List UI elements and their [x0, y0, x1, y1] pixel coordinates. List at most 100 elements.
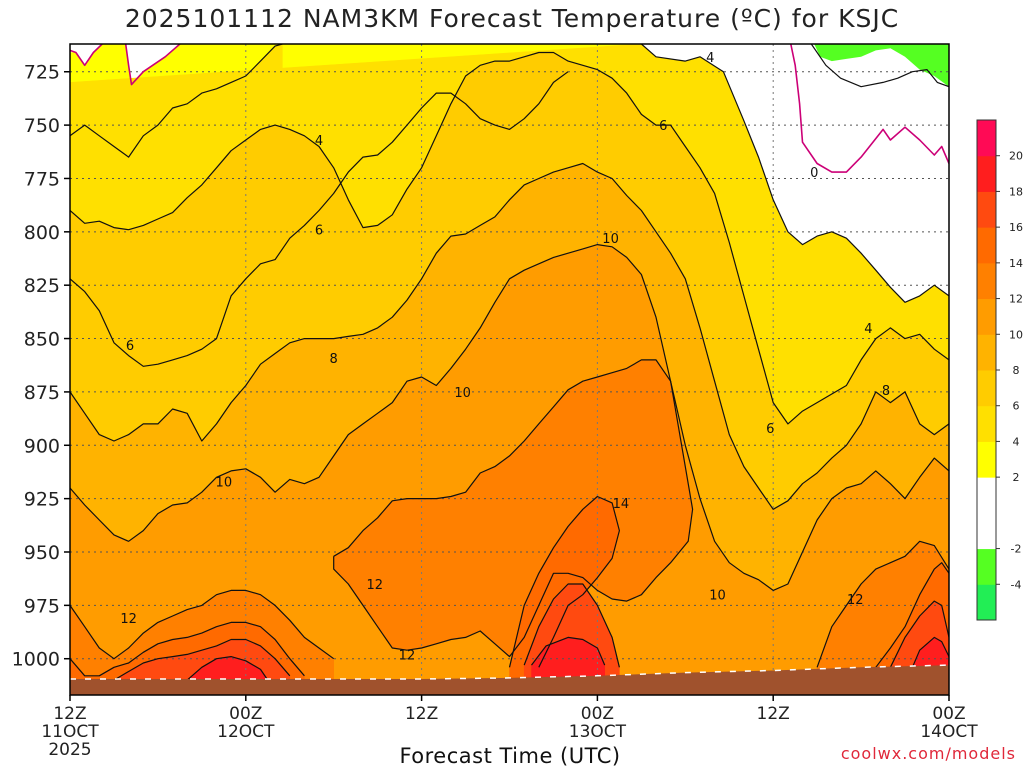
colorbar-segment [977, 584, 996, 621]
source-credit: coolwx.com/models [840, 744, 1016, 763]
isotherm-label: 6 [766, 422, 774, 437]
isotherm-0 [790, 44, 949, 173]
isotherm-0 [124, 44, 181, 86]
y-tick-label: 825 [24, 275, 60, 297]
colorbar-segment [977, 370, 996, 407]
temperature-fill-layer [70, 44, 949, 695]
isotherm-12 [816, 540, 949, 668]
isotherm-14 [508, 495, 621, 668]
isotherm-6 [70, 51, 949, 425]
x-tick-date: 13OCT [569, 722, 627, 742]
colorbar-label: -4 [1011, 578, 1022, 591]
isotherm-label: 6 [659, 119, 667, 134]
y-tick-label: 775 [24, 168, 60, 190]
x-tick-label: 12Z [53, 704, 86, 724]
isotherm-layer [70, 44, 949, 681]
isotherm-2 [810, 44, 949, 88]
isotherm-6 [70, 71, 569, 367]
y-tick-label: 800 [24, 222, 60, 244]
x-tick-date: 12OCT [217, 722, 275, 742]
terrain-surface [70, 665, 949, 695]
colorbar-label: 8 [1013, 364, 1020, 377]
chart-title: 2025101112 NAM3KM Forecast Temperature (… [124, 4, 900, 33]
x-axis-label: Forecast Time (UTC) [399, 744, 621, 768]
isotherm-4 [641, 44, 949, 303]
isotherm-label: 12 [120, 612, 137, 627]
colorbar-label: 6 [1013, 400, 1020, 413]
terrain-layer [70, 664, 949, 695]
x-tick-date: 14OCT [920, 722, 978, 742]
colorbar-segment [977, 191, 996, 228]
colorbar-segment [977, 120, 996, 157]
x-tick-label: 00Z [581, 704, 614, 724]
isotherm-label: 14 [613, 497, 630, 512]
isotherm-label: 12 [366, 578, 383, 593]
colorbar-label: 14 [1009, 257, 1023, 270]
isotherm-0 [70, 44, 103, 67]
isotherm-18 [186, 655, 269, 681]
colorbar-segment [977, 155, 996, 192]
y-tick-label: 850 [24, 329, 60, 351]
isotherm-label: 10 [709, 589, 726, 604]
y-tick-label: 900 [24, 435, 60, 457]
isotherm-14 [70, 621, 305, 677]
colorbar-segment [977, 298, 996, 335]
colorbar-segment [977, 227, 996, 264]
x-tick-label: 00Z [932, 704, 965, 724]
isotherm-4 [70, 44, 283, 158]
isotherm-label: 4 [864, 322, 872, 337]
isotherm-label: 0 [810, 166, 818, 181]
isotherm-10 [70, 244, 949, 592]
isotherm-label: 10 [602, 232, 619, 247]
colorbar-segment [977, 334, 996, 371]
colorbar-label: -2 [1011, 543, 1022, 556]
colorbar-label: 12 [1009, 293, 1023, 306]
x-tick-year: 2025 [48, 740, 91, 760]
fill-band-0-2 [70, 44, 103, 66]
y-tick-label: 975 [24, 595, 60, 617]
colorbar-label: 4 [1013, 435, 1020, 448]
isotherm-16 [889, 600, 949, 668]
isotherm-12 [333, 359, 694, 658]
x-tick-label: 12Z [757, 704, 790, 724]
y-tick-label: 950 [24, 542, 60, 564]
plot-frame [69, 43, 950, 696]
colorbar: -4 -2 2 4 6 8 10 12 14 16 18 20 [976, 119, 1023, 621]
isotherm-label: 4 [706, 51, 714, 66]
colorbar-label: 16 [1009, 221, 1023, 234]
y-axis: 725 750 775 800 825 850 875 900 925 950 975 1000 [12, 62, 70, 671]
y-tick-label: 750 [24, 115, 60, 137]
y-tick-label: 725 [24, 62, 60, 84]
isotherm-16 [523, 583, 620, 668]
isotherm-14 [875, 562, 949, 668]
x-tick-label: 12Z [405, 704, 438, 724]
isotherm-label: 10 [454, 386, 471, 401]
terrain-surface-edge [70, 664, 949, 680]
isotherm-12 [70, 589, 335, 660]
isotherm-label: 4 [315, 134, 323, 149]
colorbar-segment [977, 262, 996, 300]
colorbar-segment [977, 512, 996, 550]
isotherm-label: 8 [882, 384, 890, 399]
x-tick-date: 11OCT [41, 722, 99, 742]
isotherm-label: 8 [330, 352, 338, 367]
x-tick-label: 00Z [229, 704, 262, 724]
isotherm-16 [113, 638, 291, 681]
colorbar-segment [977, 548, 996, 585]
isotherm-label: 12 [847, 593, 864, 608]
isotherm-label: 10 [216, 476, 233, 491]
isotherm-label: 6 [126, 339, 134, 354]
isotherm-8 [70, 162, 949, 510]
y-tick-label: 875 [24, 382, 60, 404]
colorbar-label: 18 [1009, 185, 1023, 198]
y-tick-label: 925 [24, 489, 60, 511]
isotherm-18 [911, 636, 949, 668]
colorbar-label: 10 [1009, 328, 1023, 341]
colorbar-segment [977, 441, 996, 478]
fill-band-0-2 [723, 44, 949, 239]
isotherm-label: 6 [315, 224, 323, 239]
isotherm-labels: 0 4 4 4 6 6 6 6 8 8 10 10 10 10 12 12 12 12 14 [120, 51, 890, 664]
isotherm-label: 12 [399, 648, 416, 663]
